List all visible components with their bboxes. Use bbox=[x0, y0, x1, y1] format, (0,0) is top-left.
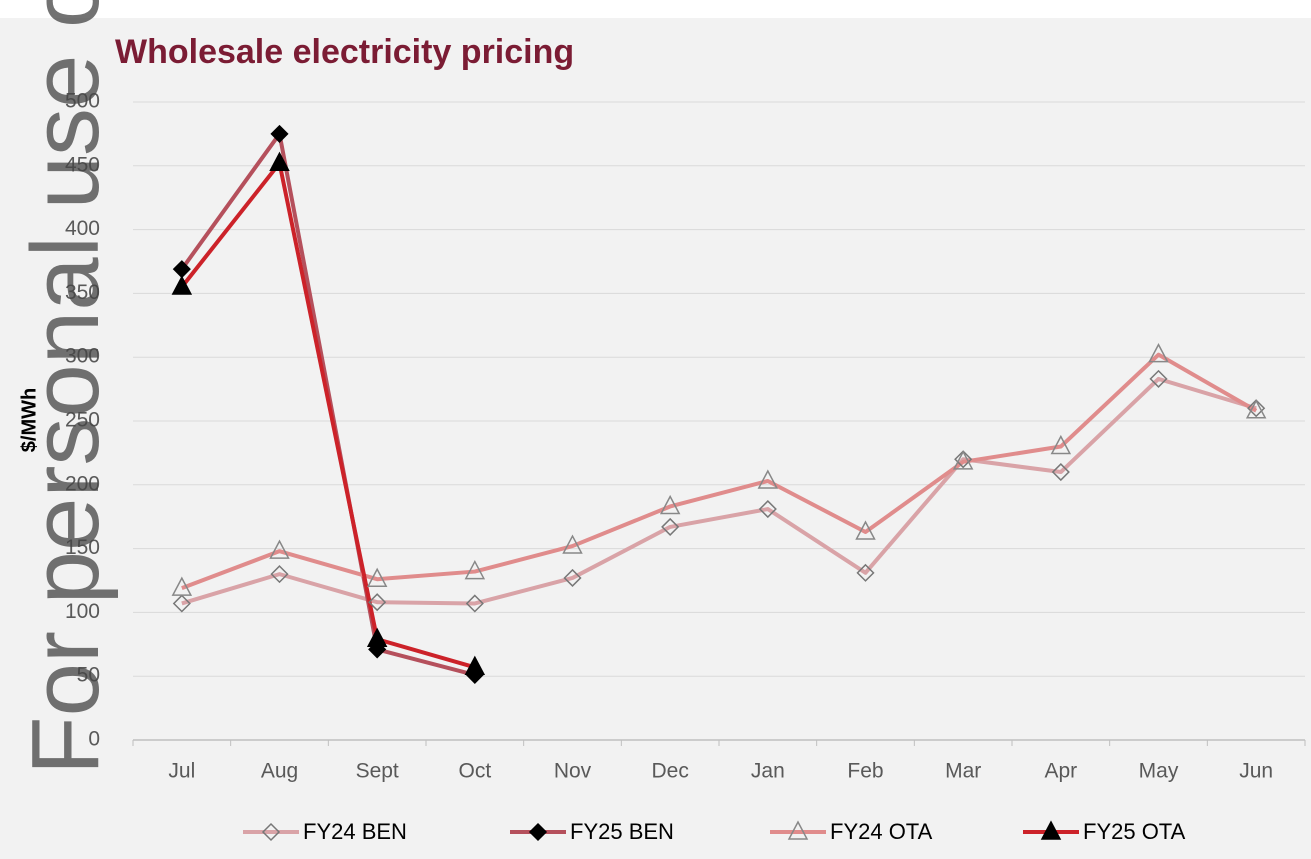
marker bbox=[528, 822, 548, 842]
marker bbox=[270, 565, 289, 584]
series-line bbox=[181, 352, 1258, 591]
marker bbox=[1051, 462, 1070, 482]
marker bbox=[1245, 399, 1267, 419]
x-tick-label: Nov bbox=[554, 760, 592, 783]
watermark: For personal use only bbox=[12, 0, 119, 775]
marker bbox=[366, 627, 388, 647]
x-tick-label: Jan bbox=[751, 760, 785, 783]
x-tick-label: Dec bbox=[651, 760, 688, 783]
marker bbox=[261, 822, 281, 842]
marker bbox=[855, 520, 876, 540]
marker bbox=[465, 594, 484, 613]
marker bbox=[563, 568, 582, 588]
marker bbox=[661, 517, 680, 536]
marker bbox=[787, 820, 809, 840]
marker bbox=[757, 469, 779, 489]
x-tick-label: Sept bbox=[356, 760, 399, 783]
y-tick-label: 50 bbox=[77, 664, 100, 687]
y-tick-label: 250 bbox=[65, 409, 100, 432]
marker bbox=[464, 655, 486, 676]
marker bbox=[659, 494, 681, 515]
y-tick-label: 400 bbox=[65, 217, 100, 240]
marker bbox=[954, 450, 973, 469]
marker bbox=[1148, 343, 1169, 363]
y-tick-label: 100 bbox=[65, 600, 100, 623]
x-tick-label: Jul bbox=[168, 760, 195, 783]
marker bbox=[1050, 434, 1072, 455]
legend-label: FY25 BEN bbox=[570, 819, 674, 844]
marker bbox=[1149, 369, 1168, 388]
marker bbox=[758, 499, 777, 519]
y-tick-label: 150 bbox=[65, 536, 100, 559]
x-tick-label: Jun bbox=[1239, 760, 1273, 783]
chart-background bbox=[0, 18, 1311, 859]
legend-label: FY25 OTA bbox=[1083, 819, 1186, 844]
series-line bbox=[181, 376, 1257, 606]
legend-label: FY24 OTA bbox=[830, 819, 933, 844]
marker bbox=[856, 563, 875, 582]
y-tick-label: 200 bbox=[65, 472, 100, 495]
y-axis-label: $/MWh bbox=[18, 388, 40, 452]
series-line bbox=[180, 161, 476, 670]
y-tick-label: 300 bbox=[65, 345, 100, 368]
marker bbox=[269, 539, 290, 559]
x-tick-label: Oct bbox=[458, 760, 491, 783]
marker bbox=[952, 450, 974, 470]
x-tick-label: Aug bbox=[261, 760, 298, 783]
y-tick-label: 500 bbox=[65, 90, 100, 113]
y-tick-label: 450 bbox=[65, 153, 100, 176]
marker bbox=[270, 124, 289, 143]
x-tick-label: Mar bbox=[945, 760, 981, 783]
y-tick-label: 350 bbox=[65, 281, 100, 304]
marker bbox=[269, 151, 290, 171]
marker bbox=[171, 576, 193, 596]
marker bbox=[368, 593, 387, 612]
marker bbox=[1040, 820, 1062, 840]
marker bbox=[171, 275, 193, 295]
marker bbox=[562, 534, 583, 554]
marker bbox=[366, 567, 388, 587]
chart-title: Wholesale electricity pricing bbox=[115, 33, 574, 71]
marker bbox=[172, 594, 191, 613]
y-tick-label: 0 bbox=[88, 728, 100, 751]
x-tick-label: Apr bbox=[1044, 760, 1077, 783]
marker bbox=[464, 559, 486, 580]
legend-label: FY24 BEN bbox=[303, 819, 407, 844]
x-tick-label: Feb bbox=[847, 760, 883, 783]
marker bbox=[1247, 399, 1266, 418]
x-tick-label: May bbox=[1139, 760, 1179, 783]
